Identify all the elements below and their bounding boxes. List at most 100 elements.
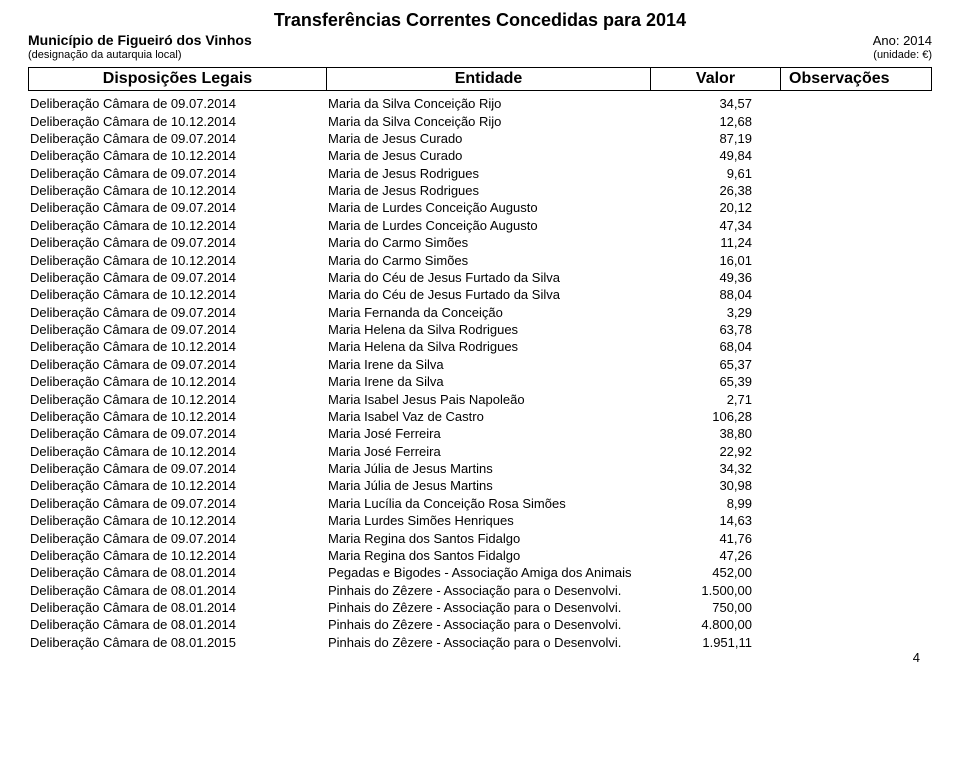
table-row: Deliberação Câmara de 10.12.2014Maria Re… bbox=[28, 547, 932, 564]
cell-entidade: Maria Irene da Silva bbox=[326, 373, 650, 390]
table-row: Deliberação Câmara de 09.07.2014Maria Jo… bbox=[28, 425, 932, 442]
table-row: Deliberação Câmara de 10.12.2014Maria Jú… bbox=[28, 477, 932, 494]
table-row: Deliberação Câmara de 10.12.2014Maria Jo… bbox=[28, 443, 932, 460]
cell-valor: 4.800,00 bbox=[650, 616, 780, 633]
cell-valor: 11,24 bbox=[650, 234, 780, 251]
cell-observacoes bbox=[780, 477, 932, 494]
cell-valor: 34,57 bbox=[650, 95, 780, 112]
cell-disposicoes: Deliberação Câmara de 10.12.2014 bbox=[28, 112, 326, 129]
table-row: Deliberação Câmara de 09.07.2014Maria da… bbox=[28, 95, 932, 112]
transfer-table: Deliberação Câmara de 09.07.2014Maria da… bbox=[28, 95, 932, 651]
table-row: Deliberação Câmara de 10.12.2014Maria da… bbox=[28, 112, 932, 129]
cell-entidade: Pinhais do Zêzere - Associação para o De… bbox=[326, 599, 650, 616]
cell-valor: 47,34 bbox=[650, 217, 780, 234]
cell-entidade: Maria Fernanda da Conceição bbox=[326, 304, 650, 321]
cell-disposicoes: Deliberação Câmara de 10.12.2014 bbox=[28, 547, 326, 564]
cell-observacoes bbox=[780, 512, 932, 529]
cell-observacoes bbox=[780, 616, 932, 633]
cell-observacoes bbox=[780, 217, 932, 234]
designation-note: (designação da autarquia local) bbox=[28, 49, 182, 61]
cell-entidade: Maria Júlia de Jesus Martins bbox=[326, 477, 650, 494]
cell-disposicoes: Deliberação Câmara de 10.12.2014 bbox=[28, 408, 326, 425]
table-row: Deliberação Câmara de 09.07.2014Maria Jú… bbox=[28, 460, 932, 477]
cell-entidade: Maria Irene da Silva bbox=[326, 356, 650, 373]
cell-valor: 87,19 bbox=[650, 130, 780, 147]
cell-observacoes bbox=[780, 582, 932, 599]
cell-entidade: Maria de Jesus Rodrigues bbox=[326, 165, 650, 182]
cell-disposicoes: Deliberação Câmara de 09.07.2014 bbox=[28, 165, 326, 182]
cell-valor: 20,12 bbox=[650, 199, 780, 216]
cell-observacoes bbox=[780, 182, 932, 199]
cell-entidade: Maria Helena da Silva Rodrigues bbox=[326, 321, 650, 338]
cell-valor: 3,29 bbox=[650, 304, 780, 321]
cell-observacoes bbox=[780, 147, 932, 164]
cell-valor: 106,28 bbox=[650, 408, 780, 425]
table-row: Deliberação Câmara de 10.12.2014Maria Ir… bbox=[28, 373, 932, 390]
cell-disposicoes: Deliberação Câmara de 08.01.2014 bbox=[28, 616, 326, 633]
cell-valor: 49,36 bbox=[650, 269, 780, 286]
cell-disposicoes: Deliberação Câmara de 08.01.2014 bbox=[28, 599, 326, 616]
cell-entidade: Pinhais do Zêzere - Associação para o De… bbox=[326, 582, 650, 599]
table-row: Deliberação Câmara de 10.12.2014Maria Lu… bbox=[28, 512, 932, 529]
cell-disposicoes: Deliberação Câmara de 10.12.2014 bbox=[28, 147, 326, 164]
cell-observacoes bbox=[780, 495, 932, 512]
cell-observacoes bbox=[780, 165, 932, 182]
table-row: Deliberação Câmara de 10.12.2014Maria de… bbox=[28, 217, 932, 234]
cell-valor: 26,38 bbox=[650, 182, 780, 199]
document-page: Transferências Correntes Concedidas para… bbox=[0, 0, 960, 671]
cell-entidade: Maria de Lurdes Conceição Augusto bbox=[326, 199, 650, 216]
cell-valor: 34,32 bbox=[650, 460, 780, 477]
cell-valor: 65,37 bbox=[650, 356, 780, 373]
cell-disposicoes: Deliberação Câmara de 09.07.2014 bbox=[28, 199, 326, 216]
year-label: Ano: 2014 bbox=[873, 33, 932, 48]
cell-entidade: Maria do Carmo Simões bbox=[326, 234, 650, 251]
cell-disposicoes: Deliberação Câmara de 09.07.2014 bbox=[28, 529, 326, 546]
cell-observacoes bbox=[780, 338, 932, 355]
cell-entidade: Maria Regina dos Santos Fidalgo bbox=[326, 529, 650, 546]
cell-valor: 47,26 bbox=[650, 547, 780, 564]
cell-observacoes bbox=[780, 529, 932, 546]
cell-observacoes bbox=[780, 443, 932, 460]
cell-disposicoes: Deliberação Câmara de 09.07.2014 bbox=[28, 95, 326, 112]
cell-observacoes bbox=[780, 390, 932, 407]
unit-note: (unidade: €) bbox=[873, 49, 932, 61]
cell-disposicoes: Deliberação Câmara de 09.07.2014 bbox=[28, 495, 326, 512]
table-row: Deliberação Câmara de 08.01.2014Pegadas … bbox=[28, 564, 932, 581]
cell-entidade: Pinhais do Zêzere - Associação para o De… bbox=[326, 616, 650, 633]
page-number: 4 bbox=[913, 650, 920, 665]
table-row: Deliberação Câmara de 10.12.2014Maria de… bbox=[28, 147, 932, 164]
cell-entidade: Maria José Ferreira bbox=[326, 443, 650, 460]
cell-observacoes bbox=[780, 234, 932, 251]
municipality-name: Município de Figueiró dos Vinhos bbox=[28, 32, 252, 48]
table-row: Deliberação Câmara de 08.01.2014Pinhais … bbox=[28, 599, 932, 616]
cell-valor: 49,84 bbox=[650, 147, 780, 164]
table-row: Deliberação Câmara de 10.12.2014Maria do… bbox=[28, 286, 932, 303]
cell-observacoes bbox=[780, 269, 932, 286]
cell-disposicoes: Deliberação Câmara de 09.07.2014 bbox=[28, 321, 326, 338]
cell-disposicoes: Deliberação Câmara de 10.12.2014 bbox=[28, 512, 326, 529]
cell-entidade: Maria de Jesus Rodrigues bbox=[326, 182, 650, 199]
cell-entidade: Maria Lurdes Simões Henriques bbox=[326, 512, 650, 529]
cell-valor: 750,00 bbox=[650, 599, 780, 616]
table-row: Deliberação Câmara de 09.07.2014Maria do… bbox=[28, 234, 932, 251]
cell-entidade: Pinhais do Zêzere - Associação para o De… bbox=[326, 634, 650, 651]
cell-disposicoes: Deliberação Câmara de 09.07.2014 bbox=[28, 304, 326, 321]
cell-entidade: Maria Lucília da Conceição Rosa Simões bbox=[326, 495, 650, 512]
table-row: Deliberação Câmara de 09.07.2014Maria Lu… bbox=[28, 495, 932, 512]
cell-disposicoes: Deliberação Câmara de 10.12.2014 bbox=[28, 390, 326, 407]
cell-disposicoes: Deliberação Câmara de 10.12.2014 bbox=[28, 182, 326, 199]
col-header-entidade: Entidade bbox=[326, 67, 650, 91]
sub-header-line: (designação da autarquia local) (unidade… bbox=[28, 49, 932, 61]
cell-valor: 16,01 bbox=[650, 251, 780, 268]
cell-disposicoes: Deliberação Câmara de 10.12.2014 bbox=[28, 338, 326, 355]
cell-observacoes bbox=[780, 425, 932, 442]
table-row: Deliberação Câmara de 10.12.2014Maria Is… bbox=[28, 408, 932, 425]
cell-disposicoes: Deliberação Câmara de 10.12.2014 bbox=[28, 286, 326, 303]
column-headers: Disposições Legais Entidade Valor Observ… bbox=[28, 67, 932, 91]
cell-disposicoes: Deliberação Câmara de 08.01.2014 bbox=[28, 564, 326, 581]
cell-valor: 2,71 bbox=[650, 390, 780, 407]
cell-disposicoes: Deliberação Câmara de 09.07.2014 bbox=[28, 460, 326, 477]
page-title: Transferências Correntes Concedidas para… bbox=[28, 10, 932, 31]
cell-entidade: Maria Isabel Jesus Pais Napoleão bbox=[326, 390, 650, 407]
cell-observacoes bbox=[780, 634, 932, 651]
